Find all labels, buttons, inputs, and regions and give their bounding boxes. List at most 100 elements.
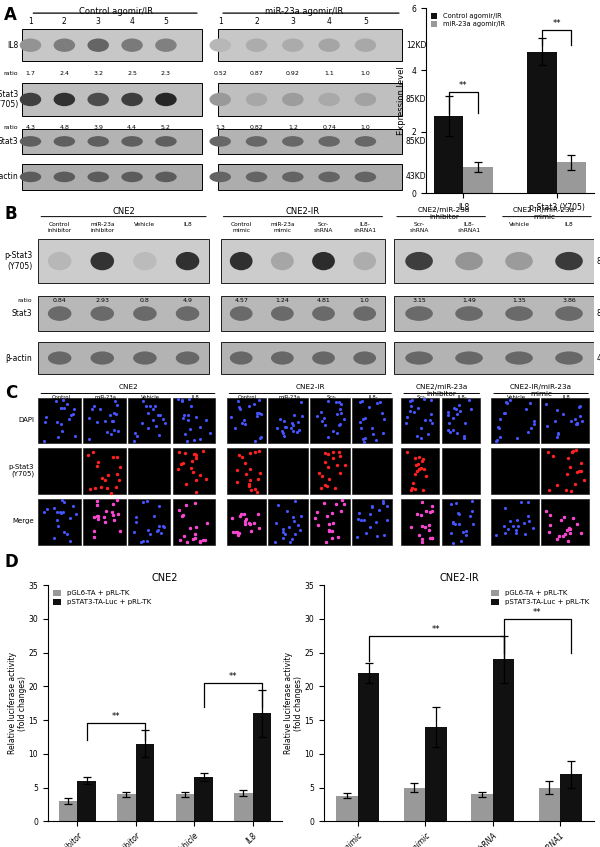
- Text: 4.81: 4.81: [317, 297, 331, 302]
- Point: [418, 532, 427, 545]
- Point: [357, 394, 367, 407]
- Text: 1: 1: [28, 17, 33, 26]
- Bar: [227, 499, 266, 545]
- Point: [575, 400, 584, 413]
- Ellipse shape: [53, 38, 75, 52]
- Ellipse shape: [271, 307, 294, 321]
- Point: [367, 501, 376, 514]
- Point: [332, 458, 342, 472]
- Point: [191, 527, 200, 540]
- Point: [65, 534, 75, 548]
- Bar: [128, 397, 170, 443]
- Point: [69, 401, 79, 415]
- Bar: [310, 448, 350, 494]
- Point: [491, 529, 501, 542]
- Point: [328, 506, 337, 519]
- Ellipse shape: [121, 38, 143, 52]
- Point: [320, 418, 330, 431]
- Point: [92, 415, 101, 429]
- Point: [403, 446, 412, 459]
- Point: [367, 499, 377, 512]
- Point: [182, 435, 192, 448]
- Point: [338, 494, 347, 507]
- Point: [181, 499, 191, 512]
- Point: [186, 399, 196, 412]
- Point: [324, 523, 334, 536]
- Bar: [268, 499, 308, 545]
- Point: [355, 415, 365, 429]
- Point: [281, 420, 290, 434]
- Ellipse shape: [405, 307, 433, 321]
- Point: [92, 498, 101, 512]
- Point: [256, 407, 266, 421]
- Point: [152, 524, 162, 538]
- Point: [190, 447, 200, 461]
- Text: 0.74: 0.74: [322, 125, 336, 130]
- Point: [274, 498, 283, 512]
- Bar: [404, 788, 425, 822]
- Point: [190, 496, 199, 510]
- Point: [52, 415, 62, 429]
- Point: [233, 529, 243, 542]
- Ellipse shape: [155, 172, 176, 182]
- Point: [93, 455, 103, 468]
- Text: 3.86: 3.86: [562, 297, 576, 302]
- Point: [234, 401, 244, 414]
- Ellipse shape: [155, 92, 176, 106]
- Ellipse shape: [312, 252, 335, 270]
- Point: [327, 524, 337, 538]
- Point: [203, 517, 212, 530]
- Point: [401, 417, 411, 430]
- Ellipse shape: [505, 252, 533, 270]
- Point: [191, 410, 201, 424]
- Text: 3.9: 3.9: [93, 125, 103, 130]
- Text: 2.93: 2.93: [95, 297, 109, 302]
- Point: [55, 506, 65, 519]
- Point: [359, 435, 369, 449]
- Point: [188, 465, 197, 479]
- Point: [173, 462, 182, 476]
- Point: [444, 417, 454, 430]
- Point: [494, 421, 504, 435]
- Point: [277, 424, 287, 438]
- Point: [556, 513, 566, 527]
- Ellipse shape: [91, 252, 114, 270]
- Point: [499, 407, 509, 420]
- Point: [334, 445, 343, 458]
- Point: [317, 469, 327, 483]
- Bar: [253, 713, 271, 822]
- Ellipse shape: [405, 252, 433, 270]
- Point: [406, 521, 415, 534]
- Text: Stat3: Stat3: [0, 137, 18, 146]
- Point: [195, 432, 205, 446]
- Point: [177, 509, 187, 523]
- Point: [333, 529, 343, 543]
- Point: [550, 415, 560, 429]
- Point: [454, 518, 464, 531]
- Point: [230, 421, 239, 435]
- Point: [240, 517, 250, 530]
- Point: [195, 534, 205, 548]
- Point: [455, 398, 464, 412]
- Point: [226, 410, 236, 424]
- Point: [228, 525, 238, 539]
- Point: [177, 509, 187, 523]
- Point: [137, 416, 147, 429]
- Text: miR-23a
inhibitor: miR-23a inhibitor: [90, 222, 115, 233]
- Point: [576, 526, 586, 540]
- Bar: [83, 499, 125, 545]
- Text: Scr-
shRNA: Scr- shRNA: [413, 395, 430, 406]
- Point: [417, 454, 427, 468]
- Point: [565, 522, 575, 535]
- Point: [335, 450, 344, 463]
- Point: [196, 468, 205, 482]
- Point: [458, 525, 467, 539]
- Point: [576, 526, 586, 540]
- Ellipse shape: [20, 92, 41, 106]
- Point: [238, 451, 247, 464]
- Point: [355, 396, 365, 409]
- Point: [68, 407, 77, 421]
- Text: 1.7: 1.7: [26, 71, 35, 76]
- Point: [328, 451, 337, 464]
- Point: [240, 517, 250, 530]
